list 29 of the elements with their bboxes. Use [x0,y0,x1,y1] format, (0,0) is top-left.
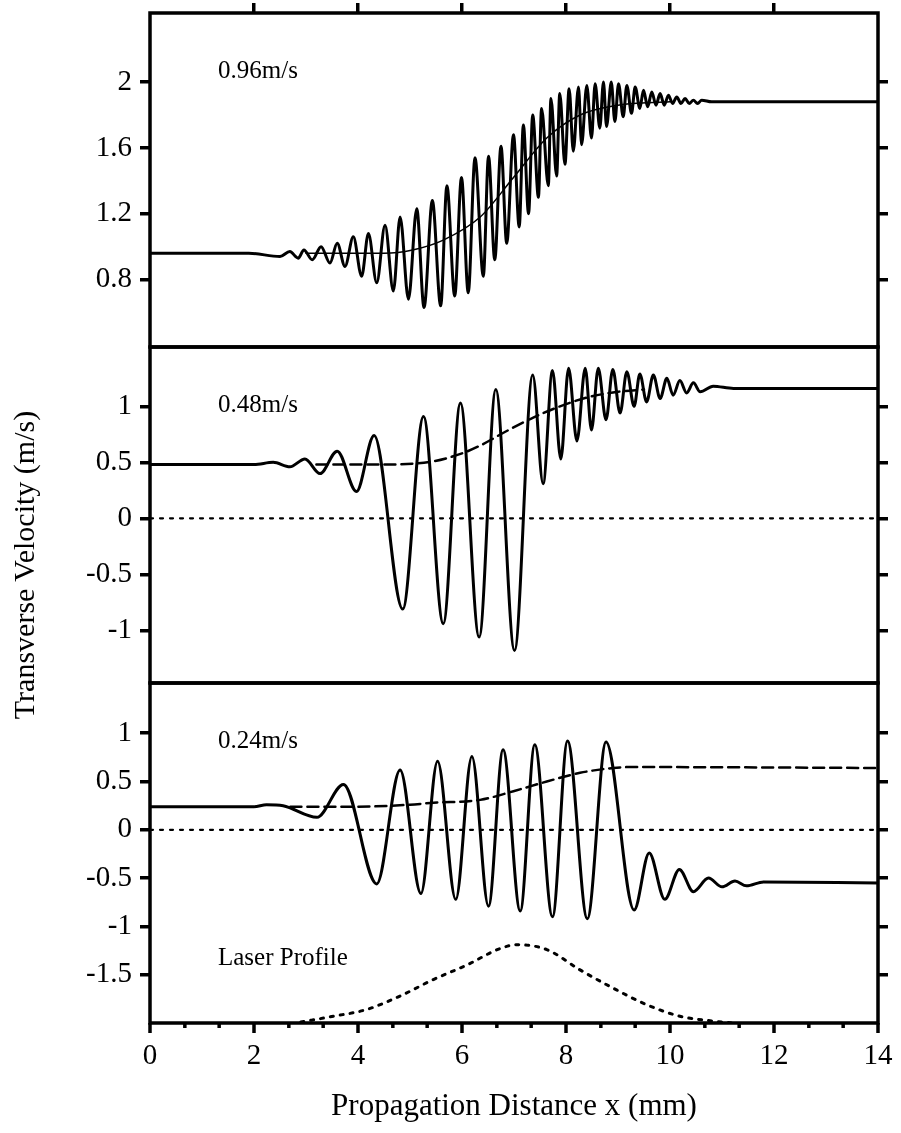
y-tick-label: 0 [117,811,132,844]
x-tick-label: 0 [142,1038,158,1071]
y-axis-title: Transverse Velocity (m/s) [7,410,41,720]
y-tick-label: 1 [117,387,132,420]
y-tick-label: 1 [117,714,132,747]
y-tick-label: 0.8 [95,261,132,294]
annotation: 0.96m/s [218,55,298,83]
y-tick-label: -1 [107,611,132,644]
x-tick-label: 10 [655,1038,685,1071]
y-tick-label: -0.5 [86,859,132,892]
annotation: 0.48m/s [218,389,298,417]
annotation: 0.24m/s [218,725,298,753]
annotation: Laser Profile [218,942,348,970]
y-tick-label: 1.2 [95,195,132,228]
x-tick-label: 12 [759,1038,789,1071]
y-tick-label: -0.5 [86,555,132,588]
y-tick-label: 2 [117,63,132,96]
x-tick-label: 8 [558,1038,574,1071]
y-tick-label: 0.5 [95,443,132,476]
y-tick-label: -1.5 [86,956,132,989]
x-axis-title: Propagation Distance x (mm) [331,1086,697,1122]
y-tick-label: -1 [107,908,132,941]
x-tick-label: 4 [350,1038,366,1071]
y-tick-label: 0 [117,499,132,532]
y-tick-label: 1.6 [95,129,132,162]
y-tick-label: 0.5 [95,763,132,796]
x-tick-label: 6 [454,1038,470,1071]
x-tick-label: 2 [246,1038,262,1071]
x-tick-label: 14 [863,1038,893,1071]
